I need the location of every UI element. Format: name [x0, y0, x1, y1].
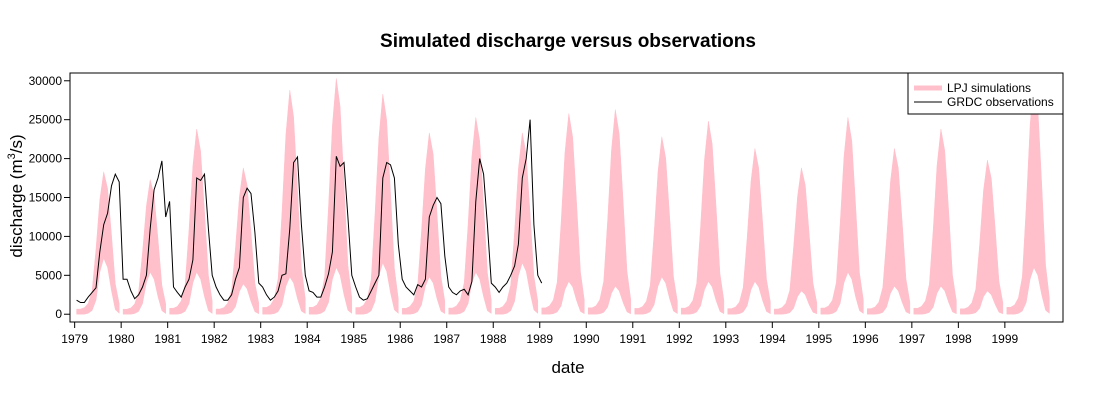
x-tick-label: 1979 [61, 332, 88, 346]
plot-area [76, 78, 1050, 315]
x-tick-label: 1991 [619, 332, 646, 346]
band-year-1979 [76, 171, 120, 315]
x-tick-label: 1984 [294, 332, 321, 346]
band-year-1985 [355, 93, 399, 315]
band-year-1981 [169, 128, 213, 315]
y-tick-label: 10000 [29, 229, 63, 243]
x-tick-label: 1993 [712, 332, 739, 346]
x-tick-label: 1999 [992, 332, 1019, 346]
x-tick-label: 1997 [898, 332, 925, 346]
x-tick-label: 1990 [573, 332, 600, 346]
band-year-1995 [820, 117, 864, 315]
band-year-1994 [773, 167, 818, 315]
band-year-1987 [448, 117, 492, 315]
band-year-1999 [1006, 78, 1050, 315]
x-tick-label: 1985 [340, 332, 367, 346]
chart-title: Simulated discharge versus observations [380, 31, 756, 52]
band-year-1982 [215, 167, 260, 315]
band-year-1984 [308, 78, 353, 315]
band-year-1997 [913, 128, 957, 315]
band-year-1990 [587, 109, 632, 315]
legend-label-grdc: GRDC observations [947, 95, 1054, 109]
band-year-1989 [541, 113, 585, 315]
x-tick-label: 1995 [805, 332, 832, 346]
y-axis: 0 5000 10000 15000 20000 25000 30000 [29, 74, 71, 321]
x-tick-label: 1989 [526, 332, 553, 346]
x-tick-label: 1996 [852, 332, 879, 346]
x-axis: 1979 1980 1981 1982 1983 1984 1985 1986 1987 1988… [61, 321, 1019, 346]
band-year-1991 [634, 136, 678, 315]
y-tick-label: 15000 [29, 191, 63, 205]
y-axis-label-main: discharge (m [7, 159, 26, 257]
band-year-1988 [494, 132, 539, 315]
x-tick-label: 1983 [247, 332, 274, 346]
y-axis-label: discharge (m3/s) [6, 134, 26, 257]
band-year-1983 [262, 90, 306, 315]
legend-label-lpj: LPJ simulations [947, 81, 1031, 95]
band-year-1986 [401, 132, 446, 315]
x-tick-label: 1994 [759, 332, 786, 346]
x-tick-label: 1988 [480, 332, 507, 346]
x-tick-label: 1987 [433, 332, 460, 346]
y-tick-label: 25000 [29, 113, 63, 127]
y-axis-label-sup: 3 [6, 153, 18, 159]
x-tick-label: 1992 [666, 332, 693, 346]
band-year-1992 [680, 121, 725, 315]
y-tick-label: 30000 [29, 74, 63, 88]
band-year-1993 [727, 148, 771, 315]
band-year-1980 [122, 179, 166, 315]
y-tick-label: 5000 [35, 268, 62, 282]
legend: LPJ simulations GRDC observations [907, 72, 1064, 115]
y-tick-label: 0 [55, 307, 62, 321]
y-tick-label: 20000 [29, 152, 63, 166]
band-year-1996 [867, 148, 911, 315]
x-tick-label: 1981 [154, 332, 181, 346]
legend-box [907, 72, 1064, 115]
x-tick-label: 1982 [201, 332, 228, 346]
band-year-1998 [960, 160, 1004, 315]
x-axis-label: date [551, 358, 584, 377]
series-line-grdc [76, 119, 543, 303]
x-tick-label: 1998 [945, 332, 972, 346]
x-tick-label: 1980 [108, 332, 135, 346]
y-axis-label-end: /s) [7, 134, 26, 153]
x-tick-label: 1986 [387, 332, 414, 346]
